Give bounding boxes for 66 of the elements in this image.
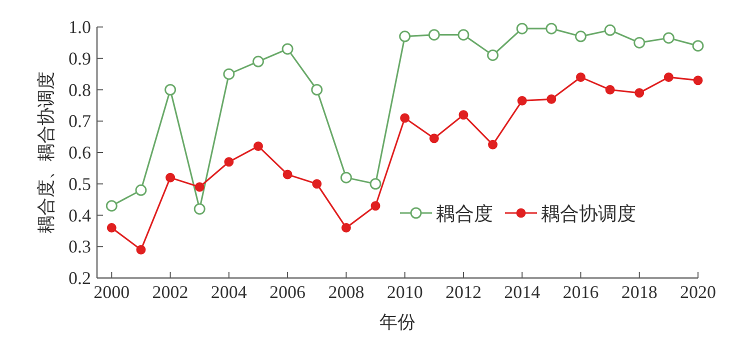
x-tick-label: 2006 [270, 282, 306, 302]
point [400, 113, 410, 123]
point [340, 172, 352, 184]
y-tick-label: 0.5 [68, 174, 91, 194]
x-tick-label: 2020 [680, 282, 716, 302]
point [253, 141, 263, 151]
y-tick-label: 0.4 [68, 205, 91, 226]
point [458, 110, 468, 120]
y-axis-title: 耦合度、耦合协调度 [36, 72, 56, 234]
y-tick-label: 1.0 [68, 17, 91, 37]
y-tick-label: 0.9 [68, 48, 91, 68]
x-tick-label: 2018 [621, 282, 658, 302]
point [399, 30, 411, 42]
point [164, 84, 176, 96]
legend-label: 耦合协调度 [541, 203, 636, 225]
point [282, 170, 292, 180]
point [692, 40, 704, 52]
x-tick-label: 2010 [386, 282, 423, 302]
point [516, 22, 528, 34]
x-axis-title: 年份 [380, 312, 416, 332]
point [458, 29, 470, 41]
point [312, 179, 322, 189]
point [634, 36, 646, 48]
x-tick-label: 2016 [562, 282, 599, 302]
point [428, 29, 440, 41]
point [223, 68, 235, 80]
x-tick-label: 2002 [152, 282, 188, 302]
x-tick-label: 2000 [94, 282, 130, 302]
x-tick-label: 2014 [504, 282, 540, 302]
x-tick-label: 2008 [328, 282, 364, 302]
point [311, 84, 323, 96]
point [693, 76, 703, 86]
point [106, 200, 118, 212]
y-tick-label: 0.8 [68, 80, 91, 100]
point [370, 178, 382, 190]
point [634, 88, 644, 98]
point [546, 94, 556, 104]
x-tick-label: 2012 [445, 282, 482, 302]
point [664, 72, 674, 82]
y-tick-label: 0.6 [68, 142, 91, 162]
point [106, 223, 116, 233]
x-tick-label: 2004 [210, 282, 247, 302]
point [224, 157, 234, 167]
point [517, 96, 527, 106]
y-tick-label: 0.3 [68, 236, 91, 257]
point [604, 24, 616, 36]
legend-label: 耦合度 [436, 203, 493, 225]
point [252, 56, 264, 68]
point [136, 245, 146, 255]
point [429, 134, 439, 144]
point [166, 172, 176, 182]
point [574, 30, 586, 42]
point [135, 184, 147, 196]
point [487, 49, 499, 61]
point [605, 85, 615, 94]
point [546, 22, 558, 34]
point [194, 182, 204, 192]
point [488, 140, 498, 150]
point [341, 223, 351, 233]
point [282, 43, 294, 55]
point [662, 32, 674, 44]
point [370, 201, 380, 211]
point [194, 203, 206, 215]
y-tick-label: 0.2 [68, 268, 91, 288]
point [576, 72, 586, 82]
y-tick-label: 0.7 [68, 111, 91, 132]
